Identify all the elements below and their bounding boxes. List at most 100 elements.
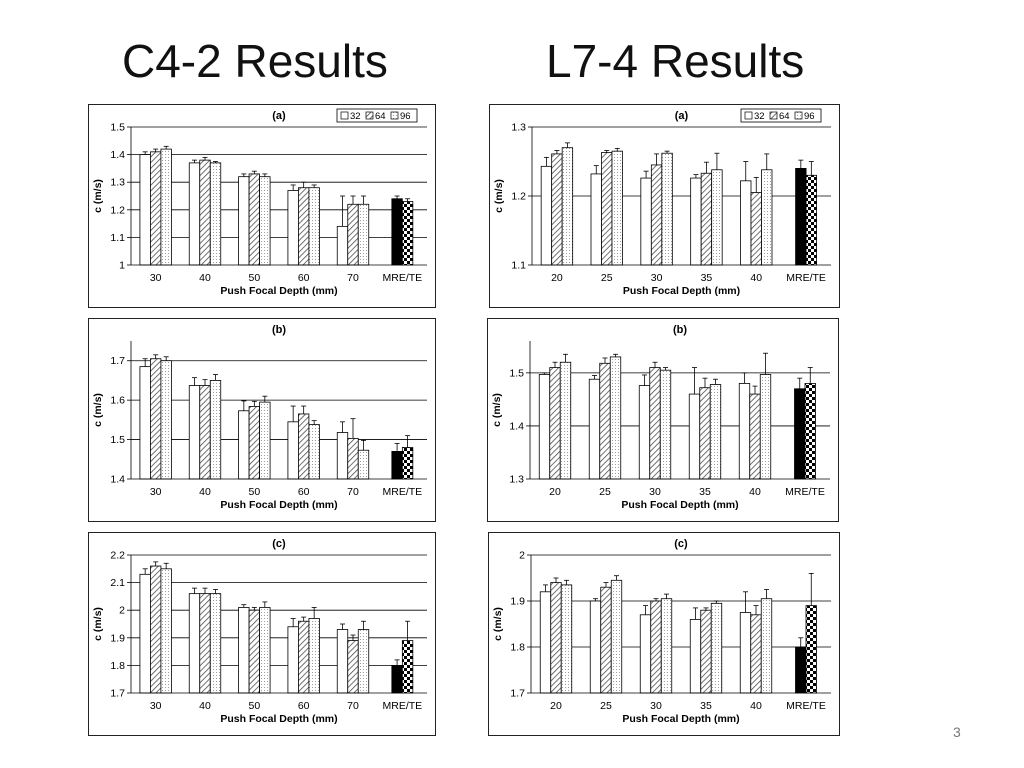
bar-96-30 [160,360,172,480]
x-tick-label: MRE/TE [786,700,826,712]
panel-label: (c) [674,538,688,550]
bar-32-40 [188,593,201,694]
bar-64-40 [750,192,762,266]
bar-64-mre-te [401,640,414,694]
y-tick-label: 1.7 [110,688,125,700]
bar-64-mre-te [401,447,414,480]
y-tick-label: 2.1 [110,577,125,589]
bar-32-30 [639,614,652,694]
x-tick-label: 30 [649,486,661,498]
y-tick-label: 1.1 [511,260,526,272]
bar-64-mre-te [401,201,414,266]
y-tick-label: 1.4 [110,474,125,486]
bar-64-30 [150,151,162,266]
x-tick-label: MRE/TE [786,272,826,284]
x-tick-label: 70 [347,700,359,712]
x-tick-label: 30 [150,700,162,712]
legend-swatch-32 [744,111,753,120]
y-tick-label: 1.9 [510,596,525,608]
x-tick-label: 60 [298,486,310,498]
x-tick-label: 60 [298,700,310,712]
x-tick-label: 40 [750,700,762,712]
bar-96-30 [160,148,172,266]
bar-96-50 [259,401,271,480]
chart-panel-l74-a: 1.1 1.2 1.3 20 25 30 35 40 MRE/TE (a) c (m/s) Push … [489,104,840,308]
bar-32-30 [139,573,151,694]
legend-label-32: 32 [754,111,765,122]
bar-32-mre-te [391,450,403,480]
x-tick-label: MRE/TE [785,486,825,498]
y-tick-label: 2 [519,550,525,562]
y-tick-label: 1.7 [510,688,525,700]
legend-swatch-64 [769,111,778,120]
bar-96-60 [308,618,320,694]
chart-svg-c42-c: 1.7 1.8 1.9 2 2.1 2.2 30 40 50 60 70 MRE/TE (c) c (m/… [92,538,427,725]
bar-64-mre-te [805,605,817,694]
bar-32-40 [738,383,751,480]
y-tick-label: 1.6 [110,395,125,407]
bar-64-40 [199,593,211,694]
x-tick-label: 50 [248,272,260,284]
bar-32-60 [287,421,299,480]
x-tick-label: 40 [750,272,762,284]
bar-96-20 [560,584,573,694]
bar-32-40 [739,612,752,694]
bar-96-20 [561,147,574,266]
bar-96-30 [659,369,672,480]
bar-32-70 [336,629,349,694]
legend-swatch-32 [340,111,349,120]
x-tick-label: 20 [549,486,561,498]
x-tick-label: 35 [701,272,713,284]
bar-32-30 [139,154,151,266]
bar-64-70 [347,437,359,480]
x-tick-label: MRE/TE [382,700,422,712]
x-tick-label: 20 [550,700,562,712]
x-tick-label: 35 [699,486,711,498]
legend-label-32: 32 [350,111,361,122]
bar-32-30 [139,366,151,480]
bar-32-70 [336,225,349,266]
x-tick-label: 25 [599,486,611,498]
bar-96-20 [559,361,572,480]
bar-96-30 [160,568,172,694]
y-tick-label: 1.5 [110,434,125,446]
y-axis-label: c (m/s) [491,393,503,427]
bar-64-20 [551,153,563,266]
bar-64-25 [600,586,612,694]
bar-32-mre-te [391,198,403,266]
bar-32-20 [538,374,551,480]
x-tick-label: 25 [600,700,612,712]
slide-title-left: C4-2 Results [122,35,388,87]
bar-64-35 [700,609,712,694]
bar-32-mre-te [795,646,807,694]
bar-32-25 [588,378,601,480]
bar-64-50 [248,406,260,480]
y-tick-label: 1.8 [110,660,125,672]
panel-label: (c) [272,538,286,550]
bar-96-60 [308,424,320,480]
bar-64-30 [650,164,663,266]
x-tick-label: 30 [150,272,162,284]
bar-64-30 [150,565,162,694]
panel-label: (b) [272,324,286,336]
x-tick-label: 25 [601,272,613,284]
bar-64-40 [199,159,211,266]
bar-64-70 [347,640,359,694]
legend-swatch-96 [390,111,399,120]
y-axis-label: c (m/s) [493,179,505,213]
bar-96-50 [259,176,271,266]
bar-32-40 [188,385,201,480]
panel-label: (a) [272,110,286,122]
bar-32-50 [238,607,250,694]
bar-96-40 [761,169,773,266]
x-tick-label: 60 [298,272,310,284]
x-tick-label: 50 [248,486,260,498]
bar-96-25 [609,356,622,480]
bar-32-70 [336,432,349,480]
bar-32-50 [238,410,250,480]
x-tick-label: 70 [347,272,359,284]
y-axis-label: c (m/s) [92,179,104,213]
bar-32-60 [287,626,299,694]
bar-32-35 [689,619,702,694]
y-tick-label: 1.5 [509,367,524,379]
